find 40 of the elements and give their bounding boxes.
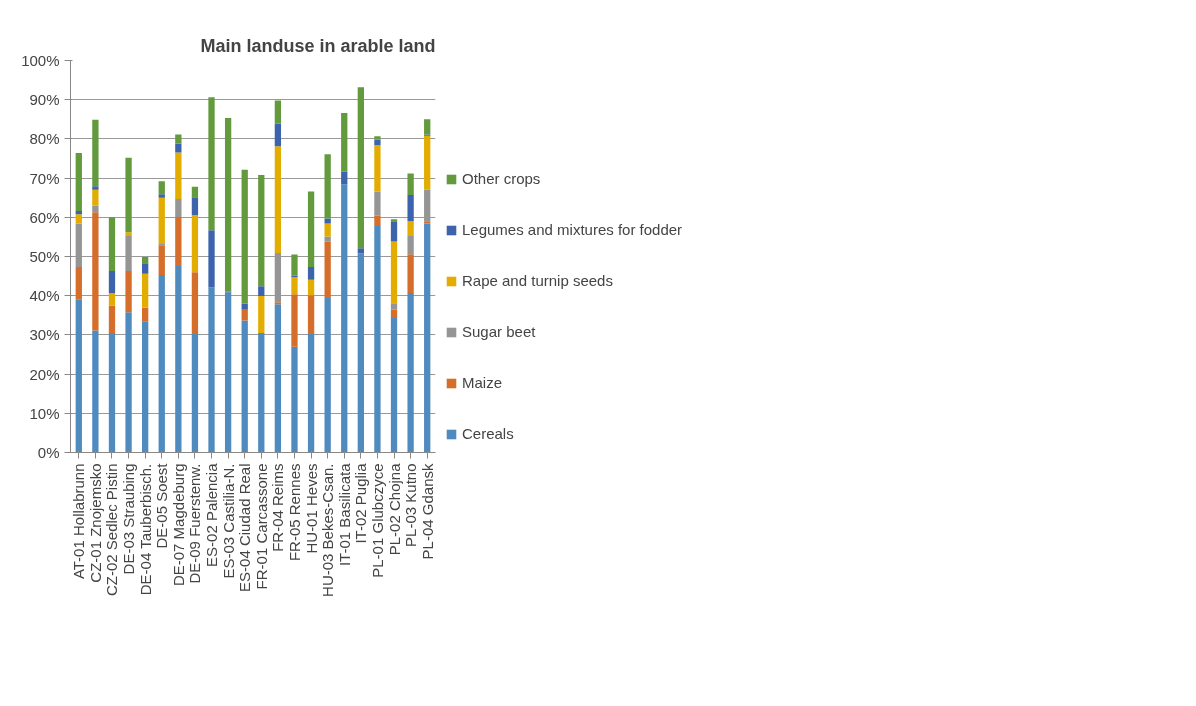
legend-label: Maize xyxy=(462,374,503,391)
x-tick-label: DE-03 Straubing xyxy=(120,463,138,575)
x-tick-label: FR-01 Carcassone xyxy=(252,463,270,590)
y-tick-label: 10% xyxy=(29,404,60,422)
chart-title: Main landuse in arable land xyxy=(200,35,436,56)
x-tick-label: ES-04 Ciudad Real xyxy=(236,463,254,592)
legend-label: Rape and turnip seeds xyxy=(462,272,613,289)
x-tick-label: DE-09 Fuerstenw. xyxy=(186,463,204,584)
y-tick-label: 70% xyxy=(29,169,60,187)
x-tick-label: DE-04 Tauberbisch. xyxy=(136,463,154,596)
x-tick-label: FR-05 Rennes xyxy=(285,463,303,562)
y-tick-label: 30% xyxy=(29,326,60,344)
x-tick-label: HU-01 Heves xyxy=(302,463,320,554)
legend-label: Other crops xyxy=(462,170,541,187)
legend-label: Legumes and mixtures for fodder xyxy=(462,221,683,238)
y-tick-label: 0% xyxy=(37,444,60,461)
x-tick-label: IT-02 Puglia xyxy=(352,462,370,544)
x-tick-label: DE-05 Soest xyxy=(153,462,171,549)
x-tick-label: CZ-02 Sedlec Pistin xyxy=(103,463,121,597)
y-tick-label: 80% xyxy=(29,130,60,148)
x-tick-label: CZ-01 Znojemsko xyxy=(86,463,104,583)
x-tick-label: PL-03 Kutno xyxy=(402,463,420,547)
x-tick-label: AT-01 Hollabrunn xyxy=(70,463,88,580)
x-tick-label: FR-04 Reims xyxy=(269,463,287,552)
y-tick-label: 100% xyxy=(21,52,60,69)
y-tick-label: 90% xyxy=(29,91,60,109)
y-tick-label: 20% xyxy=(29,365,60,383)
x-tick-label: IT-01 Basilicata xyxy=(335,462,353,567)
x-tick-label: PL-02 Chojna xyxy=(385,462,403,556)
y-tick-label: 60% xyxy=(29,208,60,226)
x-tick-label: ES-02 Palencia xyxy=(203,462,221,567)
x-tick-label: PL-01 Glubczyce xyxy=(368,463,386,578)
x-tick-label: PL-04 Gdansk xyxy=(418,463,436,560)
y-tick-label: 50% xyxy=(29,248,60,265)
y-tick-label: 40% xyxy=(29,287,60,305)
x-tick-label: ES-03 Castilia-N. xyxy=(219,463,237,579)
x-tick-label: HU-03 Bekes-Csan. xyxy=(319,463,337,597)
x-tick-label: DE-07 Magdeburg xyxy=(169,463,187,587)
legend-label: Cereals xyxy=(462,425,514,442)
legend-label: Sugar beet xyxy=(462,323,536,340)
